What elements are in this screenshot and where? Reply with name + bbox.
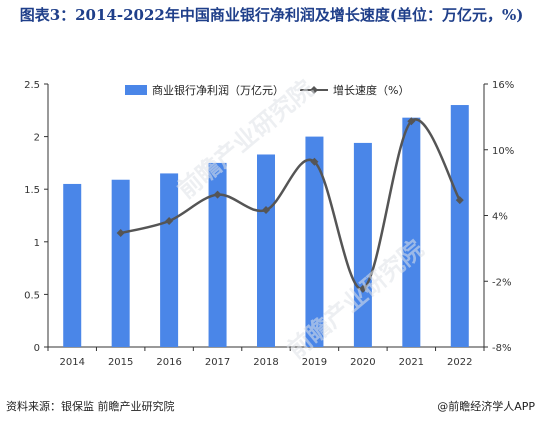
x-tick-label: 2018 xyxy=(253,357,278,368)
bar xyxy=(450,105,469,347)
x-tick-label: 2021 xyxy=(399,357,424,368)
y-right-tick-label: -2% xyxy=(492,277,511,288)
line-point xyxy=(455,196,464,205)
x-tick-label: 2022 xyxy=(447,357,472,368)
y-left-tick-label: 1.5 xyxy=(24,185,40,196)
x-tick-label: 2014 xyxy=(59,357,84,368)
line-point xyxy=(310,157,319,166)
legend-label-line: 增长速度（%） xyxy=(333,83,409,97)
bar xyxy=(402,117,421,347)
line-point xyxy=(262,206,270,215)
bar xyxy=(63,183,82,347)
line-point xyxy=(213,190,222,199)
bar xyxy=(353,142,372,347)
line-point xyxy=(165,216,174,225)
y-right-tick-label: 16% xyxy=(492,80,514,91)
chart-title: 图表3：2014-2022年中国商业银行净利润及增长速度(单位：万亿元，%) xyxy=(19,6,524,24)
y-right-tick-label: -8% xyxy=(492,343,511,354)
line-point xyxy=(116,229,125,238)
legend-marker-line xyxy=(310,86,318,94)
y-right-tick-label: 4% xyxy=(492,212,508,223)
source-note: 资料来源：银保监 前瞻产业研究院 xyxy=(6,400,175,413)
y-right-tick-label: 10% xyxy=(492,146,514,157)
bar xyxy=(111,179,130,347)
line-point xyxy=(358,284,367,293)
x-tick-label: 2016 xyxy=(156,357,181,368)
bar xyxy=(160,173,179,347)
line-point xyxy=(407,117,416,126)
x-tick-label: 2017 xyxy=(205,357,230,368)
legend-label-bar: 商业银行净利润（万亿元） xyxy=(152,83,284,97)
x-tick-label: 2019 xyxy=(302,357,327,368)
brand-label: @前瞻经济学人APP xyxy=(437,400,535,413)
y-left-tick-label: 0 xyxy=(34,343,40,354)
bar xyxy=(257,154,275,347)
y-left-tick-label: 2 xyxy=(34,133,40,144)
bar xyxy=(208,162,227,347)
x-tick-label: 2015 xyxy=(108,357,133,368)
y-left-tick-label: 2.5 xyxy=(24,80,40,91)
y-left-tick-label: 0.5 xyxy=(24,290,40,301)
y-left-tick-label: 1 xyxy=(34,238,40,249)
x-tick-label: 2020 xyxy=(350,357,375,368)
legend-swatch-bar xyxy=(125,85,147,95)
bar xyxy=(305,136,324,347)
